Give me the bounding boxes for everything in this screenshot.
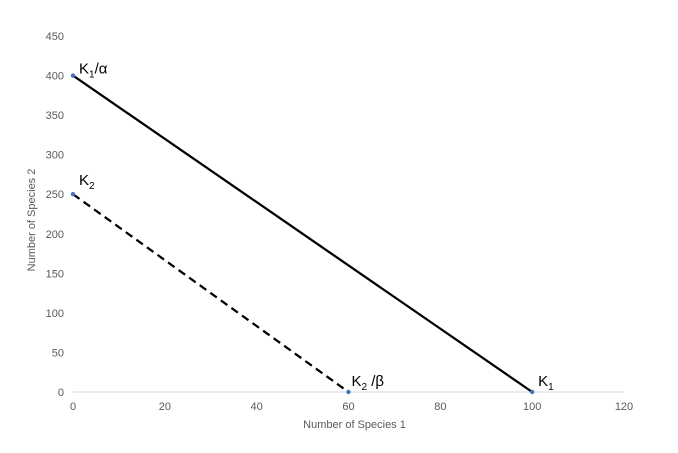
y-tick-label: 100 — [46, 308, 64, 320]
y-tick-label: 50 — [52, 347, 64, 359]
x-tick-label: 0 — [70, 401, 76, 413]
annotation-label: K2 /β — [352, 373, 385, 393]
axes: 0 20 40 60 80 100 120 0 50 100 150 200 250 300 350 400 4… — [46, 31, 634, 413]
y-tick-label: 200 — [46, 229, 64, 241]
x-tick-label: 120 — [615, 401, 633, 413]
series-point — [70, 73, 76, 78]
series-point — [70, 192, 76, 197]
x-tick-label: 100 — [523, 401, 541, 413]
y-tick-label: 400 — [46, 71, 64, 83]
annotation-label: K2 — [79, 172, 95, 192]
series-point — [346, 389, 351, 395]
y-tick-label: 150 — [46, 268, 64, 280]
x-tick-label: 40 — [251, 401, 263, 413]
dashed-line — [72, 193, 350, 393]
x-tick-label: 60 — [342, 401, 354, 413]
y-tick-label: 0 — [58, 387, 64, 399]
series-layer — [70, 73, 535, 395]
series-point — [529, 389, 535, 395]
annotation-label: K1 — [538, 373, 554, 393]
annotation-label: K1/α — [79, 61, 108, 81]
x-tick-label: 20 — [159, 401, 171, 413]
y-tick-label: 300 — [46, 150, 64, 162]
x-axis-title: Number of Species 1 — [303, 419, 406, 431]
x-tick-label: 80 — [434, 401, 446, 413]
y-tick-label: 350 — [46, 110, 64, 122]
y-tick-label: 250 — [46, 189, 64, 201]
y-tick-label: 450 — [46, 31, 64, 43]
annotations: K1/α K2 K2 /β K1 — [79, 61, 554, 393]
solid-line — [72, 74, 533, 393]
y-axis-title: Number of Species 2 — [26, 169, 38, 272]
